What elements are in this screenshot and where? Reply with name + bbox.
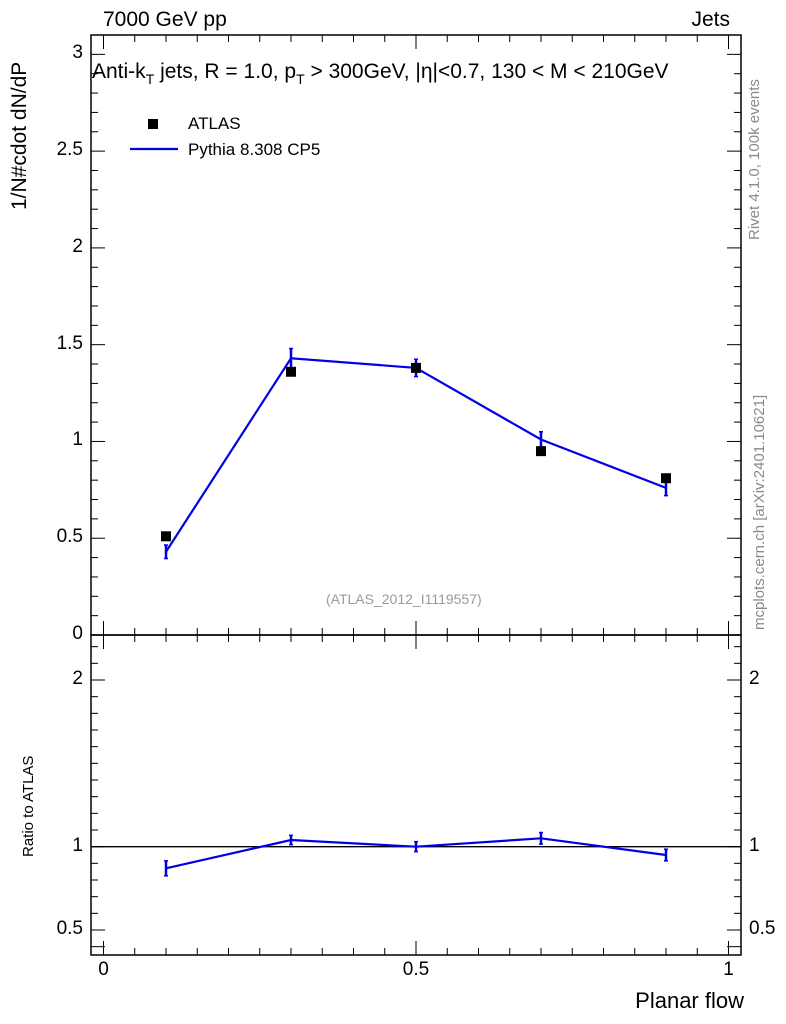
process-label: Jets: [691, 8, 730, 31]
ratio-panel-frame: [90, 634, 742, 956]
cuts-sub2: T: [296, 71, 305, 87]
cuts-suffix: > 300GeV, |η|<0.7, 130 < M < 210GeV: [304, 60, 669, 83]
main-ytick-label: 2: [72, 235, 83, 257]
ratio-ytick-label-left: 0.5: [56, 918, 83, 939]
legend-mc-label: Pythia 8.308 CP5: [188, 140, 321, 159]
ratio-ytick-label-left: 2: [72, 668, 83, 689]
selection-cuts: Anti-kT jets, R = 1.0, pT > 300GeV, |η|<…: [92, 60, 669, 87]
y-axis-label-main: 1/N#cdot dN/dP: [8, 61, 31, 210]
main-ytick-label: 0: [72, 623, 83, 644]
data-point: [661, 473, 671, 484]
data-point: [536, 446, 546, 457]
y-axis-label-ratio: Ratio to ATLAS: [20, 755, 37, 857]
mc-main-line: [165, 357, 667, 553]
main-ytick-label: 3: [72, 42, 83, 64]
ratio-ytick-label-right: 2: [749, 668, 760, 689]
analysis-reference: (ATLAS_2012_I1119557): [326, 591, 482, 607]
xtick-label: 1: [723, 959, 734, 980]
rivet-version-label: Rivet 4.1.0, 100k events: [746, 79, 763, 240]
main-ytick-label: 2.5: [56, 139, 83, 161]
data-series-main: [161, 362, 671, 542]
mc-series-ratio: [164, 831, 668, 877]
data-point: [161, 531, 171, 542]
main-ytick-label: 1: [72, 429, 83, 451]
mcplots-reference-label: mcplots.cern.ch [arXiv:2401.10621]: [751, 394, 768, 630]
axis-ticks: [91, 34, 741, 955]
data-point: [411, 362, 421, 373]
ratio-ytick-label-right: 1: [749, 834, 760, 856]
legend-data-label: ATLAS: [188, 114, 241, 133]
main-ytick-label: 1.5: [56, 332, 83, 354]
cuts-mid: jets, R = 1.0, p: [154, 60, 297, 83]
ratio-ytick-label-left: 1: [72, 834, 83, 856]
cuts-prefix: Anti-k: [92, 60, 146, 83]
mc-series-main: [164, 347, 668, 560]
ratio-ytick-label-right: 0.5: [749, 918, 776, 939]
main-ytick-label: 0.5: [56, 526, 83, 548]
legend-data-marker: [148, 119, 158, 129]
beam-label: 7000 GeV pp: [103, 8, 227, 31]
xtick-label: 0: [98, 959, 109, 980]
x-axis-label: Planar flow: [635, 988, 744, 1013]
data-point: [286, 366, 296, 377]
xtick-label: 0.5: [402, 959, 430, 980]
cuts-sub1: T: [145, 71, 155, 87]
legend: [130, 119, 178, 151]
